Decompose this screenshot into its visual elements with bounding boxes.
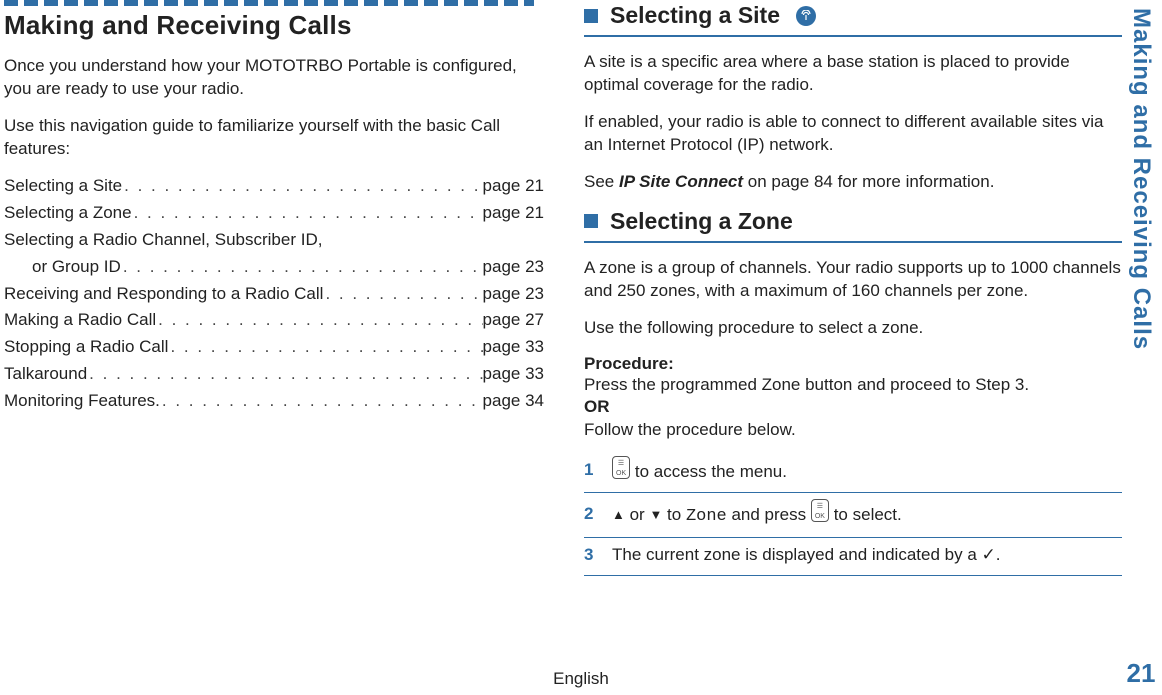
section-heading-row: Selecting a Zone <box>584 208 1122 235</box>
intro-paragraph-2: Use this navigation guide to familiarize… <box>4 115 544 161</box>
toc-leader-dots <box>168 336 482 359</box>
toc-row: Making a Radio Call page 27 <box>4 309 544 332</box>
procedure-step: 2 ▲ or ▼ to Zone and press to select. <box>584 493 1122 538</box>
page-number: 21 <box>1127 658 1156 689</box>
procedure-label: Procedure: <box>584 354 1122 374</box>
menu-ok-key-icon <box>612 456 630 479</box>
section-bullet-icon <box>584 9 598 23</box>
toc-leader-dots <box>121 256 483 279</box>
toc-label: Monitoring Features. <box>4 390 160 413</box>
step-number: 3 <box>584 544 600 567</box>
toc-label: or Group ID <box>32 256 121 279</box>
toc-label: Selecting a Site <box>4 175 122 198</box>
dashed-rule-top <box>4 0 534 6</box>
text: . <box>996 545 1001 564</box>
text: See <box>584 172 619 191</box>
toc-row: or Group ID page 23 <box>4 256 544 279</box>
toc-leader-dots <box>323 283 482 306</box>
step-body: to access the menu. <box>612 456 1122 484</box>
procedure-step: 3 The current zone is displayed and indi… <box>584 538 1122 576</box>
side-tab-title: Making and Receiving Calls <box>1127 6 1155 350</box>
toc-row: Stopping a Radio Call page 33 <box>4 336 544 359</box>
toc-page: page 27 <box>483 309 544 332</box>
toc-page: page 33 <box>483 363 544 386</box>
toc-row: Monitoring Features. page 34 <box>4 390 544 413</box>
toc-page: page 23 <box>483 283 544 306</box>
manual-page: Making and Receiving Calls Once you unde… <box>0 0 1162 695</box>
menu-ok-key-icon <box>811 499 829 522</box>
step-body: ▲ or ▼ to Zone and press to select. <box>612 499 1122 529</box>
toc-page: page 34 <box>483 390 544 413</box>
intro-paragraph-1: Once you understand how your MOTOTRBO Po… <box>4 55 544 101</box>
footer-language: English <box>553 669 609 689</box>
site-roaming-icon <box>796 6 816 26</box>
procedure-line: Press the programmed Zone button and pro… <box>584 374 1122 397</box>
step-number: 2 <box>584 503 600 526</box>
toc-row: Selecting a Zone page 21 <box>4 202 544 225</box>
procedure-line: Follow the procedure below. <box>584 419 1122 442</box>
left-column: Making and Receiving Calls Once you unde… <box>4 0 544 576</box>
toc-row: Selecting a Site page 21 <box>4 175 544 198</box>
text: and press <box>727 505 811 524</box>
section-paragraph: See IP Site Connect on page 84 for more … <box>584 171 1122 194</box>
section-rule <box>584 241 1122 243</box>
checkmark-icon: ✓ <box>982 545 996 564</box>
table-of-contents: Selecting a Site page 21 Selecting a Zon… <box>4 175 544 413</box>
text: The current zone is displayed and indica… <box>612 545 982 564</box>
toc-label: Selecting a Radio Channel, Subscriber ID… <box>4 229 322 252</box>
cross-reference: IP Site Connect <box>619 172 743 191</box>
up-arrow-icon: ▲ <box>612 507 625 522</box>
section-bullet-icon <box>584 214 598 228</box>
down-arrow-icon: ▼ <box>649 507 662 522</box>
section-paragraph: If enabled, your radio is able to connec… <box>584 111 1122 157</box>
section-paragraph: A zone is a group of channels. Your radi… <box>584 257 1122 303</box>
toc-leader-dots <box>132 202 483 225</box>
toc-label: Receiving and Responding to a Radio Call <box>4 283 323 306</box>
text: to access the menu. <box>630 462 787 481</box>
section-rule <box>584 35 1122 37</box>
text: to select. <box>829 505 902 524</box>
antenna-icon <box>800 10 812 22</box>
toc-row: Talkaround page 33 <box>4 363 544 386</box>
section-heading-row: Selecting a Site <box>584 2 1122 29</box>
toc-page: page 21 <box>483 175 544 198</box>
toc-label: Selecting a Zone <box>4 202 132 225</box>
toc-label: Talkaround <box>4 363 87 386</box>
side-tab: Making and Receiving Calls 21 <box>1124 6 1158 689</box>
toc-row: Selecting a Radio Channel, Subscriber ID… <box>4 229 544 252</box>
chapter-title: Making and Receiving Calls <box>4 10 544 41</box>
toc-page: page 21 <box>483 202 544 225</box>
toc-row: Receiving and Responding to a Radio Call… <box>4 283 544 306</box>
toc-leader-dots <box>122 175 482 198</box>
text: to <box>662 505 686 524</box>
menu-option-zone: Zone <box>686 507 727 526</box>
section-heading: Selecting a Zone <box>610 208 793 235</box>
toc-page: page 33 <box>483 336 544 359</box>
step-body: The current zone is displayed and indica… <box>612 544 1122 567</box>
procedure-step: 1 to access the menu. <box>584 450 1122 493</box>
toc-leader-dots <box>160 390 483 413</box>
step-number: 1 <box>584 459 600 482</box>
two-column-layout: Making and Receiving Calls Once you unde… <box>0 0 1122 576</box>
right-column: Selecting a Site A site is a specific ar… <box>584 0 1122 576</box>
toc-leader-dots <box>156 309 482 332</box>
toc-leader-dots <box>87 363 482 386</box>
section-heading: Selecting a Site <box>610 2 780 29</box>
procedure-or: OR <box>584 396 1122 419</box>
text: on page 84 for more information. <box>743 172 994 191</box>
toc-page: page 23 <box>483 256 544 279</box>
section-paragraph: A site is a specific area where a base s… <box>584 51 1122 97</box>
procedure-steps: 1 to access the menu. 2 ▲ or ▼ to Zone a… <box>584 450 1122 576</box>
toc-label: Making a Radio Call <box>4 309 156 332</box>
section-paragraph: Use the following procedure to select a … <box>584 317 1122 340</box>
text: or <box>625 505 650 524</box>
toc-label: Stopping a Radio Call <box>4 336 168 359</box>
